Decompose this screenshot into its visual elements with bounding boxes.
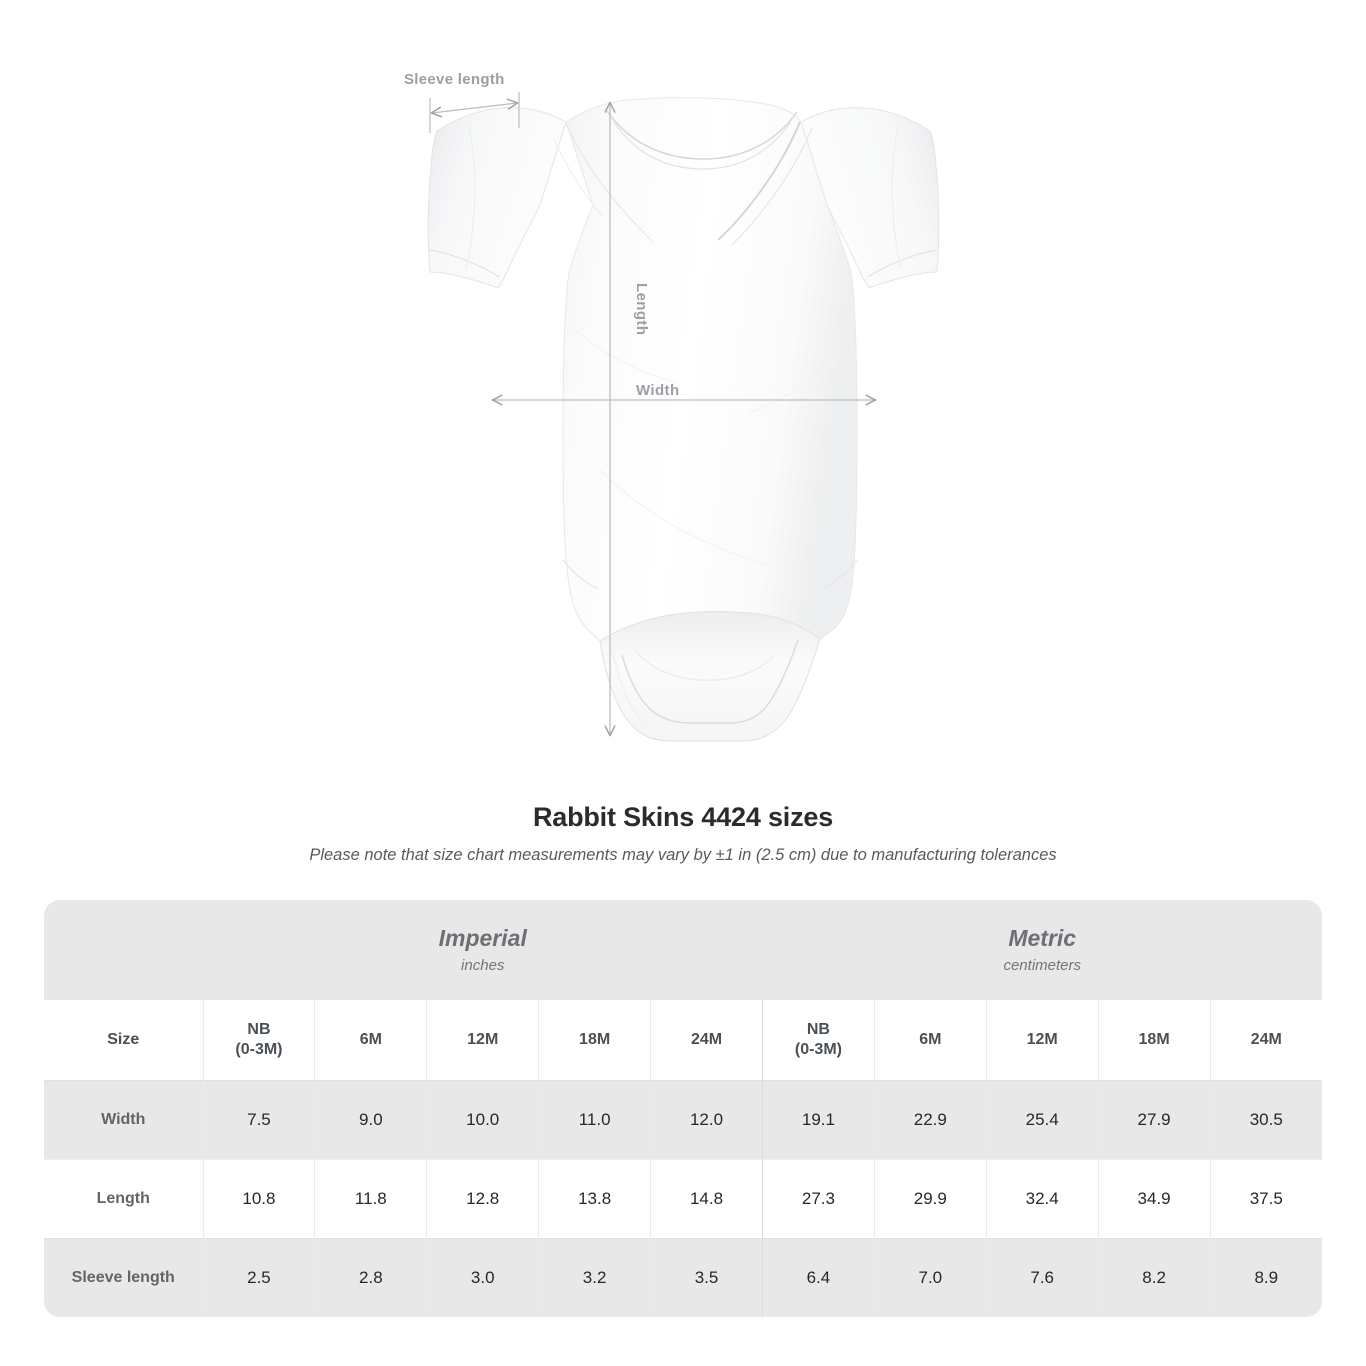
cell-length-18m-cm: 34.9 (1098, 1158, 1211, 1238)
cell-width-6m-in: 9.0 (314, 1079, 428, 1159)
size-col-18m-imperial: 18M (538, 1000, 652, 1080)
cell-length-6m-in: 11.8 (314, 1158, 428, 1238)
metric-label: Metric (1008, 925, 1077, 952)
size-header-label: Size (44, 1000, 204, 1080)
imperial-unit: inches (461, 956, 505, 974)
size-col-nb-imperial-line2: (0-3M) (235, 1040, 283, 1058)
cell-length-6m-cm: 29.9 (874, 1158, 987, 1238)
size-col-nb-metric-line2: (0-3M) (794, 1040, 842, 1058)
cell-sleeve-12m-cm: 7.6 (986, 1237, 1099, 1317)
size-col-nb-metric-line1: NB (806, 1020, 830, 1038)
row-label-sleeve-length: Sleeve length (44, 1237, 204, 1317)
imperial-band: Imperial inches (203, 900, 763, 1000)
size-col-12m-metric: 12M (986, 1000, 1099, 1080)
cell-sleeve-24m-cm: 8.9 (1210, 1237, 1322, 1317)
cell-length-12m-in: 12.8 (426, 1158, 540, 1238)
bodysuit-body (553, 97, 858, 642)
cell-width-6m-cm: 22.9 (874, 1079, 987, 1159)
cell-length-18m-in: 13.8 (538, 1158, 652, 1238)
length-label: Length (633, 283, 650, 335)
metric-band: Metric centimeters (762, 900, 1322, 1000)
metric-unit: centimeters (1003, 956, 1081, 974)
cell-length-24m-in: 14.8 (650, 1158, 763, 1238)
size-col-nb-imperial: NB (0-3M) (203, 1000, 316, 1080)
cell-width-18m-in: 11.0 (538, 1079, 652, 1159)
crotch-snap-flap (599, 611, 821, 742)
tolerance-note: Please note that size chart measurements… (309, 846, 1057, 864)
size-col-18m-metric: 18M (1098, 1000, 1211, 1080)
cell-width-24m-in: 12.0 (650, 1079, 763, 1159)
length-measurement: Length (610, 103, 650, 735)
size-col-nb-metric: NB (0-3M) (762, 1000, 875, 1080)
width-measurement: Width (493, 382, 875, 400)
page-title: Rabbit Skins 4424 sizes (532, 802, 834, 832)
cell-sleeve-18m-cm: 8.2 (1098, 1237, 1211, 1317)
cell-width-12m-cm: 25.4 (986, 1079, 1099, 1159)
size-table: Imperial inches Metric centimeters Size … (44, 900, 1322, 1317)
size-col-6m-metric: 6M (874, 1000, 987, 1080)
cell-width-nb-cm: 19.1 (762, 1079, 875, 1159)
size-col-6m-imperial: 6M (314, 1000, 428, 1080)
size-table-container: Imperial inches Metric centimeters Size … (44, 900, 1322, 1317)
cell-length-nb-cm: 27.3 (762, 1158, 875, 1238)
band-spacer (44, 900, 203, 1000)
cell-sleeve-6m-cm: 7.0 (874, 1237, 987, 1317)
size-col-12m-imperial: 12M (426, 1000, 540, 1080)
right-sleeve (800, 107, 940, 289)
cell-sleeve-nb-cm: 6.4 (762, 1237, 875, 1317)
cell-width-nb-in: 7.5 (203, 1079, 316, 1159)
cell-width-24m-cm: 30.5 (1210, 1079, 1322, 1159)
size-col-24m-metric: 24M (1210, 1000, 1322, 1080)
table-row: Sleeve length 2.5 2.8 3.0 3.2 3.5 6.4 7.… (44, 1237, 1322, 1317)
left-sleeve (427, 107, 567, 289)
cell-sleeve-12m-in: 3.0 (426, 1237, 540, 1317)
size-col-nb-imperial-line1: NB (247, 1020, 271, 1038)
cell-width-18m-cm: 27.9 (1098, 1079, 1211, 1159)
cell-width-12m-in: 10.0 (426, 1079, 540, 1159)
row-label-width: Width (44, 1079, 204, 1159)
cell-sleeve-18m-in: 3.2 (538, 1237, 652, 1317)
cell-sleeve-24m-in: 3.5 (650, 1237, 763, 1317)
table-row: Width 7.5 9.0 10.0 11.0 12.0 19.1 22.9 2… (44, 1079, 1322, 1159)
cell-length-12m-cm: 32.4 (986, 1158, 1099, 1238)
cell-sleeve-nb-in: 2.5 (203, 1237, 316, 1317)
row-label-length: Length (44, 1158, 204, 1238)
size-header-row: Size NB (0-3M) 6M 12M 18M 24M NB (0-3M) … (44, 1000, 1322, 1080)
table-row: Length 10.8 11.8 12.8 13.8 14.8 27.3 29.… (44, 1158, 1322, 1238)
width-label: Width (636, 382, 680, 399)
cell-length-nb-in: 10.8 (203, 1158, 316, 1238)
cell-sleeve-6m-in: 2.8 (314, 1237, 428, 1317)
garment-illustration: Length Width Sleeve length (404, 71, 940, 742)
sleeve-length-label: Sleeve length (404, 71, 505, 88)
imperial-label: Imperial (438, 925, 527, 952)
sleeve-length-measurement: Sleeve length (404, 71, 520, 133)
unit-system-band: Imperial inches Metric centimeters (44, 900, 1322, 1000)
cell-length-24m-cm: 37.5 (1210, 1158, 1322, 1238)
size-col-24m-imperial: 24M (650, 1000, 763, 1080)
